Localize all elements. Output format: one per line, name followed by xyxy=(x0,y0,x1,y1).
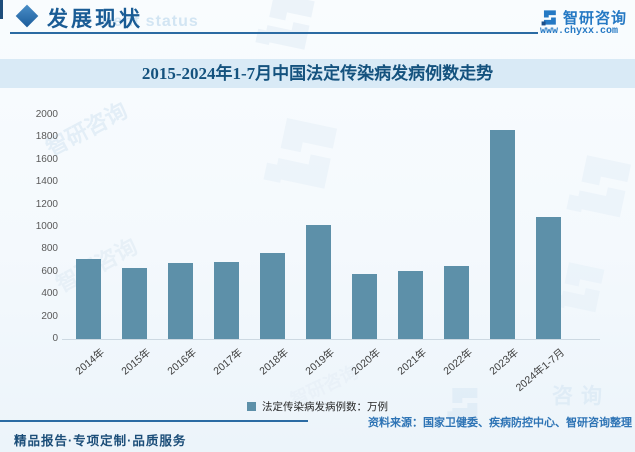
chart-bar-2014年 xyxy=(75,259,101,339)
chart-bar-2016年 xyxy=(167,263,193,339)
brand-name: 智研咨询 xyxy=(563,10,628,27)
chart-bar-2022年 xyxy=(443,266,469,339)
header-watermark-text: ment status xyxy=(98,13,199,30)
source-note: 资料来源：国家卫健委、疾病防控中心、智研咨询整理 xyxy=(368,417,632,429)
brand-logo-icon xyxy=(541,10,556,26)
y-tick-label: 200 xyxy=(41,310,58,322)
y-tick-label: 600 xyxy=(41,265,58,277)
chart-title-banner: 2015-2024年1-7月中国法定传染病发病例数走势 xyxy=(0,59,635,88)
y-tick-label: 1800 xyxy=(35,131,58,143)
brand-url: www.chyxx.com xyxy=(540,26,619,37)
chart-bar-2019年 xyxy=(305,225,331,339)
chart-bar-2020年 xyxy=(351,274,377,339)
chart-bar-2024年1-7月 xyxy=(535,217,561,339)
y-tick-label: 0 xyxy=(52,333,58,344)
x-axis-line xyxy=(62,339,600,340)
y-tick-label: 1400 xyxy=(35,176,58,188)
header-divider xyxy=(10,32,538,34)
y-tick-label: 1000 xyxy=(35,221,58,232)
y-tick-label: 1200 xyxy=(35,198,58,210)
chart-legend: 法定传染病发病例数：万例 xyxy=(0,399,635,414)
y-tick-label: 1600 xyxy=(35,153,58,165)
y-tick-label: 800 xyxy=(41,243,58,255)
section-title: 发展现状 xyxy=(47,8,143,31)
chart-title: 2015-2024年1-7月中国法定传染病发病例数走势 xyxy=(141,64,494,83)
chart-bar-2015年 xyxy=(121,268,147,339)
chart-bar-2017年 xyxy=(213,262,239,339)
y-tick-label: 2000 xyxy=(35,109,58,120)
legend-label: 法定传染病发病例数：万例 xyxy=(262,401,388,413)
brand-logo: 智研咨询 xyxy=(540,7,627,28)
legend-marker xyxy=(247,402,256,411)
chart-bar-2021年 xyxy=(397,271,423,339)
chart-bar-2018年 xyxy=(259,253,285,339)
footer-divider xyxy=(0,420,308,422)
chart-bar-2023年 xyxy=(489,130,515,339)
y-tick-label: 400 xyxy=(41,288,58,300)
corner-accent-strip xyxy=(0,0,3,19)
slogan: 精品报告·专项定制·品质服务 xyxy=(14,434,187,448)
